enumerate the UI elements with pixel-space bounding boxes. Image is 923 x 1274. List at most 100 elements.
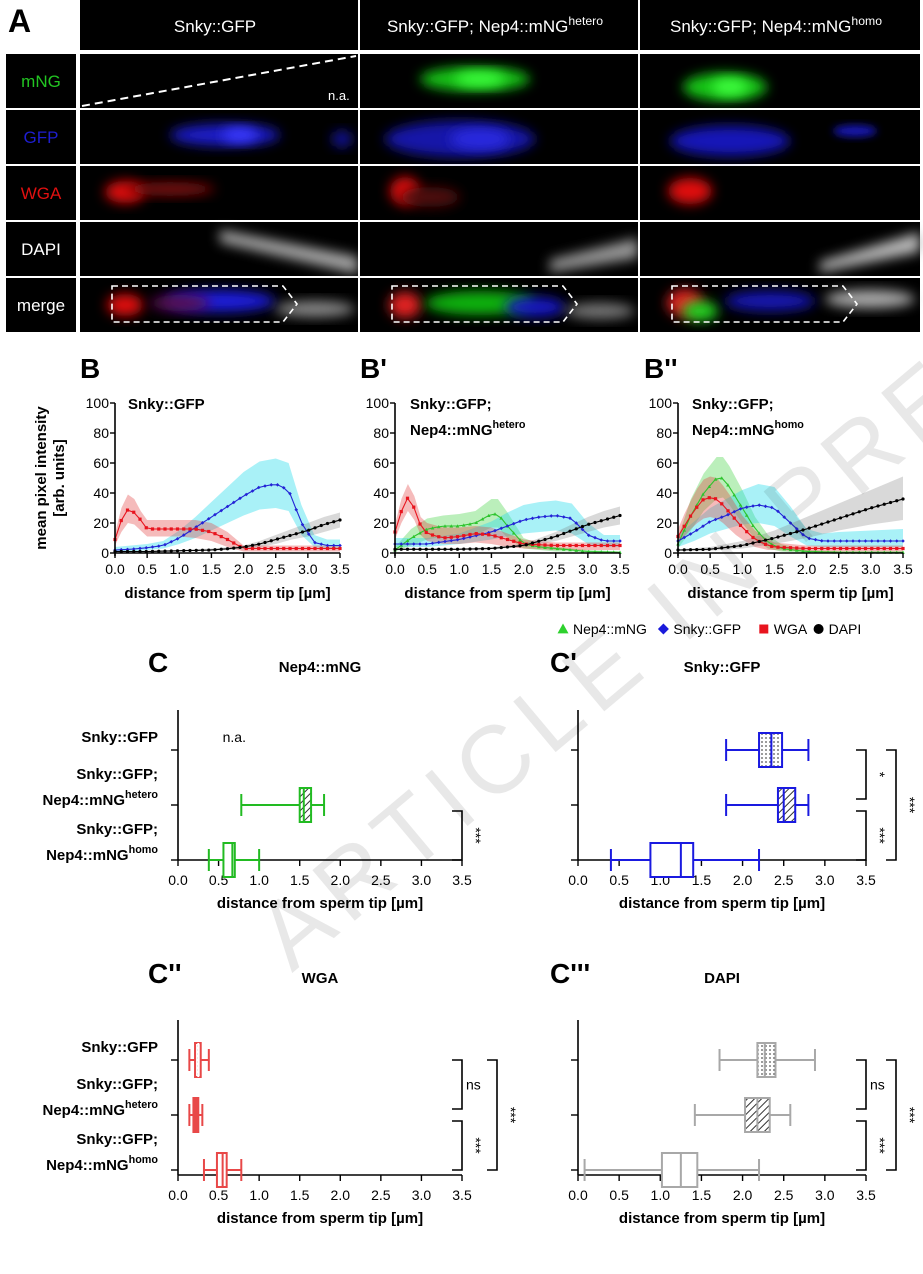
data-point: [794, 548, 799, 552]
data-point: [744, 505, 749, 509]
x-tick-label: 0.5: [609, 872, 629, 888]
data-point: [213, 532, 217, 536]
data-point: [701, 498, 705, 502]
data-point: [487, 533, 491, 537]
panel-a-micrographs: A Snky::GFP Snky::GFP; Nep4::mNGhetero Snk…: [6, 0, 920, 332]
data-point: [857, 546, 861, 551]
data-point: [250, 543, 255, 547]
significance-label: ***: [468, 1137, 484, 1154]
data-point: [863, 508, 868, 512]
data-point: [275, 546, 280, 551]
data-point: [269, 546, 273, 551]
column-header-bg: [640, 0, 920, 50]
data-point: [561, 515, 566, 519]
row-label-mNG: mNG: [21, 72, 61, 91]
significance-bracket: [856, 749, 867, 800]
data-point: [788, 547, 793, 552]
data-point: [518, 541, 522, 545]
data-point: [331, 543, 336, 548]
data-point: [593, 543, 597, 548]
y-axis-label-line: [arb. units]: [51, 439, 68, 517]
data-point: [282, 535, 286, 539]
superscript: hetero: [568, 14, 603, 28]
y-tick-label: 20: [93, 515, 109, 531]
data-point: [682, 548, 686, 552]
data-point: [505, 524, 510, 528]
data-point: [119, 518, 123, 523]
data-point: [405, 547, 410, 551]
data-point: [612, 515, 616, 519]
data-point: [455, 524, 460, 528]
data-point: [424, 547, 428, 551]
x-tick-label: 1.5: [692, 1187, 712, 1203]
data-point: [424, 542, 429, 546]
group-label: Snky::GFP;: [76, 821, 158, 838]
x-tick-label: 2.0: [797, 561, 817, 577]
data-point: [901, 539, 905, 543]
data-point: [518, 544, 522, 548]
fluorescence-signal: [389, 292, 421, 318]
data-point: [707, 547, 711, 551]
significance-bracket: [452, 1120, 463, 1171]
data-point: [732, 516, 736, 520]
data-point: [719, 515, 724, 519]
panel-label: B'': [644, 353, 678, 384]
y-tick-label: 60: [656, 455, 672, 471]
significance-label: ***: [503, 1107, 519, 1124]
box-chart-C2: C'' WGA 0.0 0.5 1.0 1.5 2.0 2.5 3.0 3.5 distance f…: [42, 958, 519, 1227]
data-point: [524, 517, 529, 522]
data-point: [169, 527, 173, 531]
legend-marker-diamond: [657, 623, 669, 635]
data-point: [713, 517, 718, 522]
data-point: [188, 529, 192, 533]
y-tick-label: 0: [381, 545, 389, 561]
data-point: [726, 509, 730, 513]
data-point: [537, 539, 541, 543]
x-tick-label: 2.0: [331, 872, 351, 888]
chart-title: Snky::GFP;: [692, 396, 774, 413]
significance-bracket: [487, 1059, 498, 1171]
data-point: [720, 502, 724, 506]
data-point: [555, 546, 560, 551]
x-axis-label: distance from sperm tip [µm]: [687, 585, 893, 602]
data-point: [580, 549, 585, 553]
row-label-GFP: GFP: [24, 128, 59, 147]
data-point: [745, 530, 749, 534]
data-point: [851, 539, 855, 543]
data-point: [832, 518, 836, 522]
data-point: [844, 539, 849, 543]
data-point: [418, 531, 422, 535]
group-label: Snky::GFP;: [76, 766, 158, 783]
group-label: Nep4::mNGhomo: [46, 1154, 158, 1174]
data-point: [275, 483, 280, 487]
data-point: [443, 547, 447, 551]
chart-title: Snky::GFP;: [410, 396, 492, 413]
data-point: [405, 542, 410, 546]
data-point: [313, 546, 317, 551]
data-point: [707, 484, 712, 488]
data-point: [682, 528, 687, 532]
fluorescence-signal: [455, 72, 505, 86]
data-point: [832, 546, 836, 551]
data-point: [568, 516, 572, 520]
x-axis-label: distance from sperm tip [µm]: [404, 585, 610, 602]
legend-marker-circle: [813, 624, 824, 634]
data-point: [480, 532, 485, 536]
data-point: [543, 543, 547, 547]
column-header: Snky::GFP; Nep4::mNGhomo: [670, 14, 882, 36]
legend-label: Nep4::mNG: [573, 621, 647, 637]
data-point: [430, 547, 435, 551]
data-point: [820, 546, 824, 551]
data-point: [319, 546, 323, 551]
data-point: [580, 543, 585, 548]
data-point: [807, 536, 812, 541]
data-point: [443, 536, 447, 540]
data-point: [801, 528, 805, 532]
data-point: [586, 533, 591, 538]
data-point: [132, 510, 136, 514]
fluorescence-signal: [505, 297, 565, 317]
row-label-bg: [6, 222, 76, 276]
significance-label: ***: [468, 827, 484, 844]
